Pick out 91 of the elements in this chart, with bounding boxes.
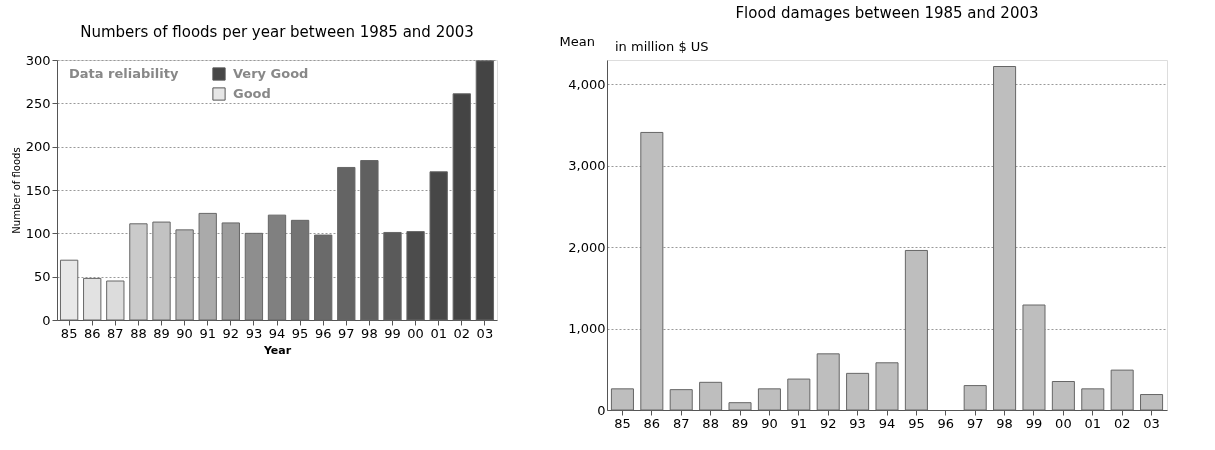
bar xyxy=(175,229,194,321)
bar xyxy=(993,66,1017,411)
bar xyxy=(1022,304,1046,411)
y-tick-label: 50 xyxy=(33,269,51,285)
x-tick-label: 99 xyxy=(384,325,401,341)
y-tick-label: 100 xyxy=(25,225,51,241)
x-tick-label: 98 xyxy=(361,325,378,341)
bar xyxy=(1051,381,1075,411)
bar xyxy=(875,362,899,411)
bar xyxy=(699,381,723,411)
x-tick-label: 91 xyxy=(199,325,216,341)
bar xyxy=(290,219,310,321)
x-tick-label: 87 xyxy=(107,325,124,341)
x-tick-label: 01 xyxy=(1084,415,1102,431)
bar xyxy=(198,212,217,321)
x-tick-label: 02 xyxy=(1113,415,1131,431)
y-tick-label: 150 xyxy=(25,182,51,198)
x-tick-label: 95 xyxy=(908,415,925,431)
x-tick-label: 00 xyxy=(1055,415,1072,431)
y-tick-label: 300 xyxy=(25,52,51,68)
x-tick-label: 87 xyxy=(672,415,690,431)
x-tick-label: 89 xyxy=(731,415,749,431)
x-tick-label: 88 xyxy=(130,325,147,341)
bar xyxy=(1140,394,1164,411)
x-tick-label: 93 xyxy=(849,415,866,431)
legend-label: Good xyxy=(233,86,271,101)
chart-title: Flood damages between 1985 and 2003 xyxy=(735,4,1039,22)
bar xyxy=(640,131,664,411)
x-tick-label: 94 xyxy=(268,325,286,341)
bar xyxy=(337,166,356,321)
y-tick-label: 3,000 xyxy=(568,158,606,174)
bar xyxy=(728,402,752,411)
bar xyxy=(452,93,471,321)
y-tick-label: 4,000 xyxy=(568,76,606,92)
chart-title: Numbers of floods per year between 1985 and 2003 xyxy=(80,23,474,41)
x-axis-title: Year xyxy=(262,343,292,357)
bar xyxy=(846,372,870,411)
x-tick-label: 03 xyxy=(476,325,494,341)
x-tick-label: 90 xyxy=(761,415,778,431)
bar xyxy=(314,234,333,321)
x-tick-label: 86 xyxy=(83,325,101,341)
bar xyxy=(429,171,448,321)
text: in million $ US xyxy=(615,39,709,54)
bar xyxy=(610,388,634,411)
x-tick-label: 97 xyxy=(966,415,984,431)
x-tick-label: 96 xyxy=(937,415,955,431)
bar xyxy=(475,60,495,321)
bar xyxy=(1081,388,1105,411)
bar xyxy=(904,249,928,411)
bar xyxy=(1110,369,1134,411)
bar xyxy=(267,214,287,321)
bar xyxy=(59,259,79,321)
y-tick-label: 0 xyxy=(42,312,51,328)
bar xyxy=(106,280,125,321)
x-tick-label: 99 xyxy=(1025,415,1043,431)
y-axis-title: Mean xyxy=(559,33,595,49)
x-tick-label: 85 xyxy=(614,415,631,431)
x-tick-label: 97 xyxy=(338,325,355,341)
x-tick-label: 88 xyxy=(702,415,719,431)
x-tick-label: 95 xyxy=(291,325,309,341)
legend-title: Data reliability xyxy=(69,66,179,81)
x-tick-label: 93 xyxy=(245,325,263,341)
x-tick-label: 02 xyxy=(453,325,471,341)
bar xyxy=(669,389,693,411)
x-tick-label: 90 xyxy=(176,325,193,341)
bar xyxy=(757,388,781,411)
bar xyxy=(152,221,171,321)
bar xyxy=(787,378,811,411)
x-tick-label: 98 xyxy=(996,415,1013,431)
x-tick-label: 85 xyxy=(60,325,78,341)
bar xyxy=(83,277,102,321)
legend-label: Very Good xyxy=(233,66,309,81)
x-tick-label: 92 xyxy=(819,415,837,431)
x-tick-label: 91 xyxy=(790,415,808,431)
x-tick-label: 92 xyxy=(222,325,240,341)
x-tick-label: 89 xyxy=(153,325,170,341)
y-tick-label: 0 xyxy=(597,402,606,418)
bar xyxy=(816,353,840,411)
y-tick-label: 2,000 xyxy=(568,239,606,255)
bar xyxy=(963,385,987,411)
y-tick-label: 200 xyxy=(25,139,51,155)
x-tick-label: 03 xyxy=(1143,415,1160,431)
y-axis-title: Number of floods xyxy=(10,147,22,234)
x-tick-label: 96 xyxy=(314,325,332,341)
x-tick-label: 01 xyxy=(430,325,447,341)
x-tick-label: 94 xyxy=(878,415,896,431)
y-tick-label: 250 xyxy=(25,95,51,111)
y-tick-label: 1,000 xyxy=(568,321,606,337)
x-tick-label: 86 xyxy=(643,415,661,431)
x-tick-label: 00 xyxy=(407,325,424,341)
bar xyxy=(129,223,148,321)
